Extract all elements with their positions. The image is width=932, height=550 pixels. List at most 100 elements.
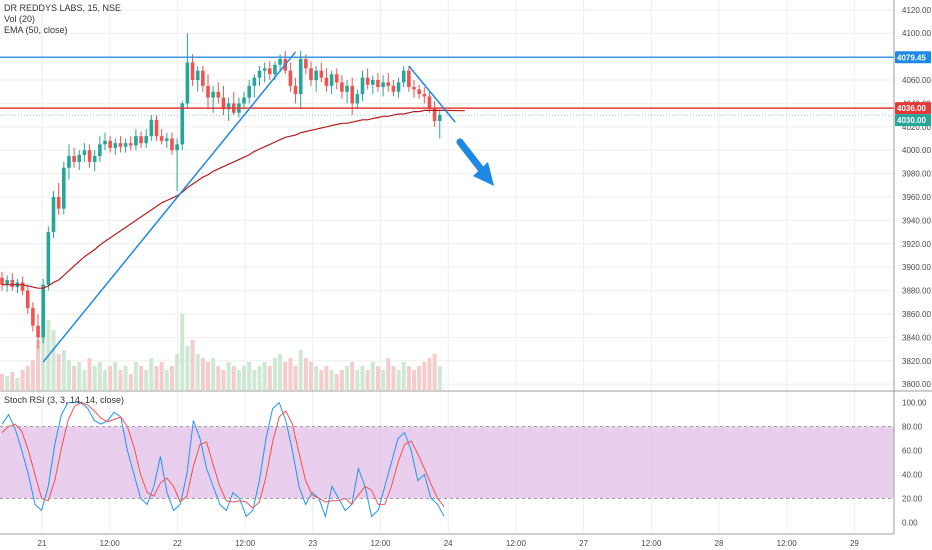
price-tag-blue: 4079.45 [897,53,926,62]
volume-bar [133,362,138,390]
stoch-band [0,426,894,499]
candle-body [134,136,138,146]
volume-bar [185,346,190,390]
volume-bar [159,362,164,390]
volume-bar [267,366,272,390]
candle-body [329,74,334,86]
candle-body [128,143,133,146]
down-arrow-icon [456,138,494,186]
candle-body [437,115,442,121]
volume-bar [247,362,252,390]
volume-bar [77,362,82,390]
volume-bar [195,354,200,390]
ema-line [2,109,465,289]
volume-bar [334,374,339,390]
candle-body [98,144,102,157]
candle-body [334,74,339,83]
candle-body [72,156,76,162]
price-tag-last-bg [895,114,931,127]
candle-body [355,94,360,104]
time-axis-label: 22 [173,539,182,548]
rsi-axis-label: 100.00 [902,399,927,408]
candle-body [103,140,107,145]
volume-bar [180,314,185,390]
candle-body [67,156,71,168]
volume-bar [103,370,107,390]
candle-body [46,232,51,285]
volume-bar [396,370,401,390]
price-axis-label: 4020.00 [902,123,931,132]
candle-body [216,91,221,98]
vol-legend[interactable]: Vol (20) [4,14,35,24]
candle-body [427,96,432,109]
price-tag-blue-bg [895,51,931,64]
candle-body [25,290,30,309]
stoch-k-line [1,401,445,519]
downtrend-line [408,65,456,123]
volume-bar [41,310,46,390]
candle-body [278,58,282,65]
ema-legend[interactable]: EMA (50, close) [4,25,68,35]
volume-bar [149,358,154,390]
volume-bar [339,370,344,390]
volume-bar [72,366,77,390]
candle-body [154,119,159,137]
candle-body [412,87,416,90]
candle-body [87,150,92,162]
volume-bar [350,362,355,390]
rsi-axis-label: 80.00 [902,423,923,432]
candle-body [118,143,123,147]
candle-body [340,82,344,92]
candle-body [293,85,298,95]
rsi-axis-label: 60.00 [902,447,923,456]
volume-bar [381,370,386,390]
volume-bar [324,366,329,390]
candle-body [242,97,246,104]
volume-bar [15,378,20,390]
volume-bar [108,366,113,390]
volume-bar [200,358,205,390]
candle-body [381,82,385,88]
candle-body [401,70,406,83]
volume-bar [139,366,144,390]
volume-bar [278,354,283,390]
volume-bar [355,370,360,390]
symbol-legend[interactable]: DR REDDYS LABS, 15, NSE [4,3,121,13]
volume-bar [432,354,437,390]
candle-body [247,85,251,98]
candle-body [175,144,179,151]
candle-body [31,308,35,326]
time-axis-label: 12:00 [370,539,391,548]
stoch-legend[interactable]: Stoch RSI (3, 3, 14, 14, close) [4,395,124,405]
volume-bar [345,366,350,390]
price-axis-label: 4120.00 [902,6,931,15]
rsi-axis-label: 40.00 [902,470,923,479]
candle-body [139,136,143,144]
price-axis-label: 3900.00 [902,263,931,272]
candle-body [371,80,375,85]
volume-bar [20,370,25,390]
time-axis-label: 12:00 [235,539,256,548]
volume-bar [36,340,41,390]
volume-bar [128,374,133,390]
volume-bar [375,366,380,390]
time-axis-label: 12:00 [506,539,527,548]
price-tag-last: 4030.00 [897,116,926,125]
volume-bar [190,340,195,390]
candle-body [149,119,154,137]
volume-bar [87,358,92,390]
volume-bar [412,370,416,390]
candle-body [324,77,329,86]
volume-bar [56,354,61,390]
candlesticks [0,33,442,350]
volume-bar [231,366,236,390]
rsi-axis-label: 0.00 [902,518,918,527]
price-axis-label: 3860.00 [902,310,931,319]
price-axis-label: 3880.00 [902,287,931,296]
candle-body [82,150,87,155]
candle-body [417,89,421,95]
volume-bar [221,370,226,390]
price-axis-label: 4060.00 [902,76,931,85]
volume-bar [386,358,391,390]
